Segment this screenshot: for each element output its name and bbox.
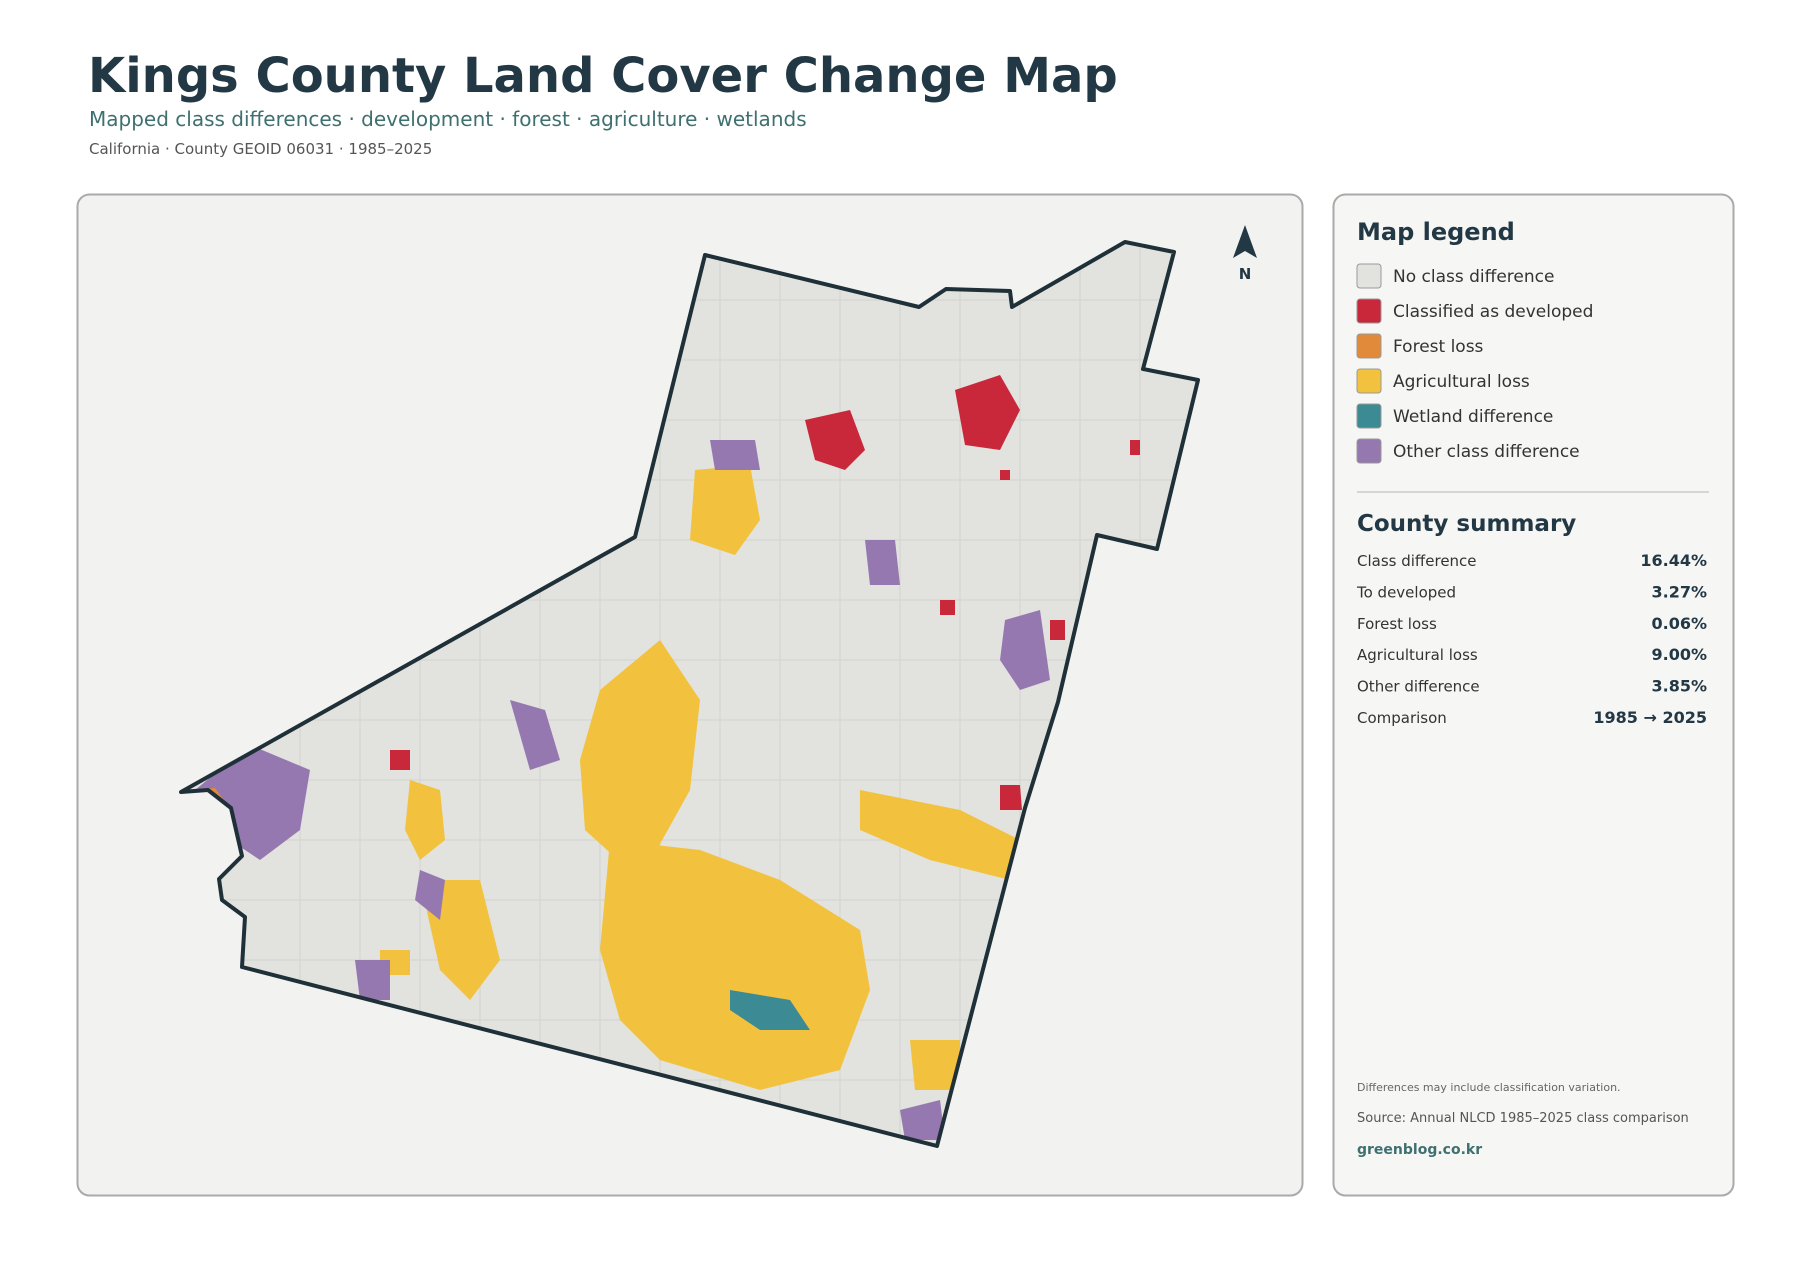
summary-value: 1985 → 2025 <box>1593 708 1707 727</box>
legend: No class difference Classified as develop… <box>1356 263 1593 464</box>
north-arrow <box>1233 225 1257 258</box>
county-boundary <box>179 240 1200 1148</box>
legend-label: No class difference <box>1393 267 1554 287</box>
summary: Class difference 16.44% To developed 3.27% F… <box>1356 551 1707 727</box>
summary-value: 16.44% <box>1640 551 1707 570</box>
other-difference-patches <box>195 440 1050 1140</box>
legend-swatch <box>1356 368 1382 394</box>
legend-swatch <box>1356 333 1382 359</box>
legend-label: Other class difference <box>1393 442 1580 462</box>
summary-label: Other difference <box>1357 678 1480 696</box>
legend-label: Agricultural loss <box>1393 372 1530 392</box>
legend-label: Classified as developed <box>1393 302 1593 322</box>
subtitle: Mapped class differences · development ·… <box>89 107 807 131</box>
wetland-difference-patches <box>730 990 810 1030</box>
legend-swatch <box>1356 263 1382 289</box>
summary-title: County summary <box>1357 511 1576 537</box>
summary-label: To developed <box>1356 583 1456 601</box>
meta: California · County GEOID 06031 · 1985–2… <box>89 140 432 158</box>
summary-label: Class difference <box>1357 552 1477 570</box>
side-panel <box>1332 193 1735 1197</box>
summary-label: Comparison <box>1357 709 1447 727</box>
footnote: Differences may include classification v… <box>1357 1081 1621 1094</box>
summary-value: 0.06% <box>1651 614 1707 633</box>
summary-value: 9.00% <box>1651 645 1707 664</box>
summary-value: 3.85% <box>1651 677 1707 696</box>
summary-label: Forest loss <box>1357 615 1437 633</box>
legend-swatch <box>1356 438 1382 464</box>
summary-label: Agricultural loss <box>1357 646 1478 664</box>
north-label: N <box>1239 265 1252 283</box>
summary-value: 3.27% <box>1651 582 1707 601</box>
legend-swatch <box>1356 298 1382 324</box>
legend-label: Wetland difference <box>1393 407 1553 427</box>
legend-label: Forest loss <box>1393 337 1484 357</box>
legend-title: Map legend <box>1357 218 1515 246</box>
source: Source: Annual NLCD 1985–2025 class comp… <box>1357 1111 1689 1126</box>
title: Kings County Land Cover Change Map <box>88 48 1118 104</box>
legend-swatch <box>1356 403 1382 429</box>
developed-patches <box>390 375 1140 810</box>
credit: greenblog.co.kr <box>1357 1142 1482 1158</box>
agricultural-loss-patches <box>380 465 1020 1090</box>
